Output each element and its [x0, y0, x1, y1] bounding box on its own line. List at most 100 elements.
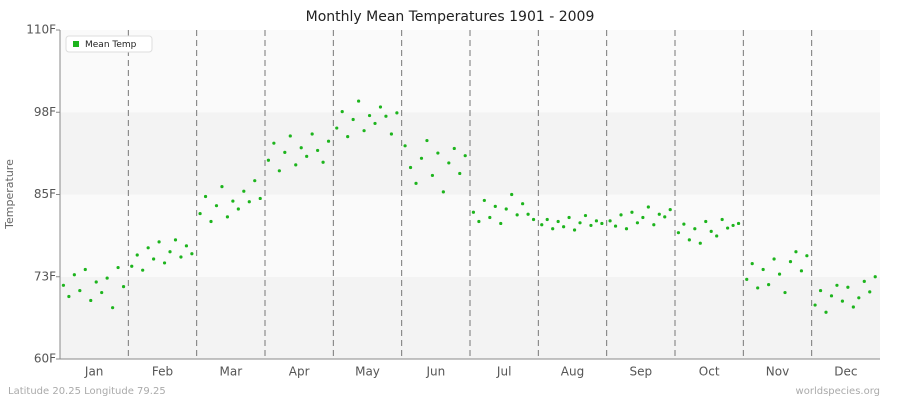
point [105, 276, 109, 280]
point [231, 199, 235, 203]
x-tick-label: Feb [152, 365, 173, 379]
point [835, 283, 839, 287]
point [225, 215, 230, 219]
point [321, 160, 325, 164]
point [430, 173, 435, 178]
point [756, 286, 760, 290]
point [135, 253, 139, 257]
point [613, 224, 618, 228]
point [305, 154, 309, 158]
x-tick-label: Jun [425, 365, 445, 379]
point [676, 231, 681, 235]
point [594, 219, 599, 223]
point [482, 198, 486, 203]
point [551, 227, 555, 231]
point [247, 200, 251, 204]
point [608, 219, 612, 223]
point [436, 151, 440, 155]
point [846, 285, 850, 289]
point [288, 134, 292, 138]
point [190, 252, 194, 256]
point [471, 210, 476, 214]
point [67, 294, 71, 299]
point [283, 150, 287, 154]
point [121, 285, 126, 289]
point [209, 219, 213, 224]
point [414, 181, 418, 185]
point [441, 190, 445, 194]
point [83, 267, 87, 272]
x-tick-label: Jul [496, 365, 511, 379]
point [731, 223, 735, 228]
point [873, 275, 877, 279]
point [630, 210, 634, 214]
point [526, 212, 530, 216]
chart-title: Monthly Mean Temperatures 1901 - 2009 [306, 9, 595, 25]
point [367, 113, 372, 118]
point [799, 269, 804, 273]
point [578, 221, 582, 225]
point [761, 267, 765, 272]
point [389, 132, 394, 136]
point [698, 241, 702, 245]
x-tick-label: Mar [220, 365, 243, 379]
point [242, 189, 246, 193]
point [425, 138, 429, 143]
point [794, 250, 798, 254]
point [346, 134, 350, 139]
point [652, 223, 656, 227]
point [310, 132, 314, 136]
point [220, 185, 224, 189]
point [709, 229, 713, 233]
point [783, 290, 787, 295]
x-tick-label: Aug [561, 365, 584, 379]
point [745, 277, 749, 281]
point [619, 213, 623, 217]
point [94, 280, 98, 284]
point [668, 208, 672, 212]
point [236, 207, 240, 211]
x-tick-label: Nov [766, 365, 789, 379]
point [493, 204, 497, 208]
point [813, 303, 817, 307]
point [504, 207, 508, 211]
point [340, 109, 344, 114]
legend-label: Mean Temp [85, 40, 137, 50]
point [726, 226, 730, 230]
point [840, 299, 845, 303]
point [463, 154, 467, 158]
x-tick-label: Dec [834, 365, 857, 379]
point [403, 144, 407, 148]
point [111, 306, 115, 310]
point [357, 99, 361, 103]
point [477, 219, 481, 224]
point [447, 161, 451, 165]
point [146, 246, 150, 250]
x-tick-label: Apr [289, 365, 310, 379]
point [116, 265, 120, 270]
point [567, 215, 571, 220]
y-tick-label: 73F [34, 269, 56, 283]
point [583, 213, 588, 218]
point [162, 261, 167, 265]
point [521, 202, 525, 206]
y-tick-label: 85F [34, 187, 56, 201]
point [488, 215, 492, 220]
footer-right: worldspecies.org [796, 386, 880, 397]
point [772, 257, 776, 261]
point [326, 139, 331, 143]
point [384, 114, 388, 118]
point [562, 225, 566, 229]
point [531, 217, 536, 222]
point [851, 305, 855, 309]
point [777, 272, 782, 276]
point [373, 121, 377, 126]
point [824, 310, 828, 314]
point [294, 163, 298, 167]
point [641, 215, 645, 220]
point [184, 244, 189, 248]
point [272, 141, 276, 145]
point [556, 219, 560, 224]
point [657, 212, 661, 216]
